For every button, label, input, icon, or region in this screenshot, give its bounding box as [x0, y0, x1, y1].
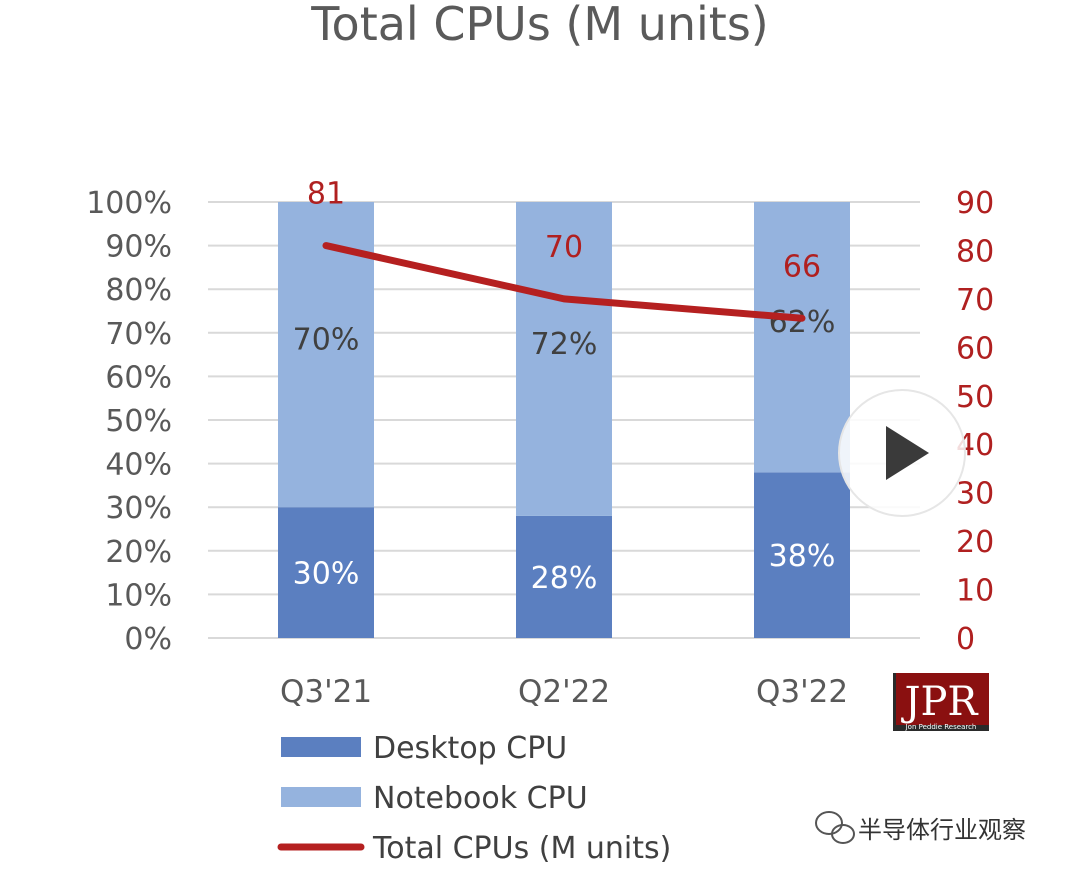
play-icon — [886, 426, 929, 480]
x-axis: Q3'21 Q2'22 Q3'22 — [280, 674, 848, 710]
total-line-path — [322, 242, 806, 322]
y-tick-left: 0% — [124, 622, 172, 657]
y-tick-right: 10 — [956, 574, 994, 609]
data-label-desktop: 38% — [769, 539, 836, 574]
y-tick-left: 30% — [105, 491, 172, 526]
x-tick-label: Q2'22 — [518, 674, 610, 710]
legend-label-notebook: Notebook CPU — [373, 781, 588, 816]
data-label-desktop: 30% — [293, 557, 360, 592]
y-tick-left: 70% — [105, 317, 172, 352]
data-label-total: 70 — [545, 230, 583, 265]
play-button[interactable] — [838, 389, 966, 517]
data-label-total: 81 — [307, 177, 345, 212]
y-tick-right: 50 — [956, 380, 994, 415]
chart-title: Total CPUs (M units) — [310, 0, 768, 51]
legend-label-desktop: Desktop CPU — [373, 731, 567, 766]
watermark-text: 半导体行业观察 — [858, 816, 1026, 844]
bar-desktop — [516, 515, 612, 638]
legend-swatch-notebook — [281, 787, 361, 807]
bar-notebook — [516, 202, 612, 516]
y-tick-right: 30 — [956, 477, 994, 512]
legend-swatch-desktop — [281, 737, 361, 757]
y-tick-right: 20 — [956, 525, 994, 560]
y-tick-left: 50% — [105, 404, 172, 439]
data-label-notebook: 72% — [531, 327, 598, 362]
bar-desktop — [278, 507, 374, 638]
legend: Desktop CPU Notebook CPU Total CPUs (M uni… — [277, 731, 671, 866]
x-tick-label: Q3'22 — [756, 674, 848, 710]
legend-label-total: Total CPUs (M units) — [372, 831, 671, 866]
bar-notebook — [754, 202, 850, 473]
y-tick-right: 60 — [956, 331, 994, 366]
jpr-logo: JPR Jon Peddie Research — [893, 673, 989, 731]
y-tick-left: 80% — [105, 273, 172, 308]
y-tick-left: 90% — [105, 230, 172, 265]
logo-subtext: Jon Peddie Research — [905, 723, 977, 731]
y-tick-left: 20% — [105, 535, 172, 570]
x-tick-label: Q3'21 — [280, 674, 372, 710]
y-tick-left: 100% — [86, 186, 172, 221]
bar-desktop — [754, 472, 850, 638]
bars: 30% 70% 28% 72% 38% 62% — [278, 202, 850, 638]
y-tick-right: 80 — [956, 234, 994, 269]
y-tick-left: 60% — [105, 360, 172, 395]
total-line: 81 70 66 — [307, 177, 821, 322]
wechat-icon — [815, 811, 855, 844]
data-label-notebook: 62% — [769, 305, 836, 340]
y-tick-left: 40% — [105, 448, 172, 483]
y-tick-left: 10% — [105, 578, 172, 613]
data-label-total: 66 — [783, 249, 821, 284]
y-tick-right: 90 — [956, 186, 994, 221]
data-label-notebook: 70% — [293, 323, 360, 358]
data-label-desktop: 28% — [531, 561, 598, 596]
y-axis-left: 0% 10% 20% 30% 40% 50% 60% 70% 80% 90% 100% — [86, 186, 172, 657]
y-tick-right: 0 — [956, 622, 975, 657]
y-tick-right: 70 — [956, 283, 994, 318]
logo-text: JPR — [900, 679, 979, 725]
watermark: 半导体行业观察 — [815, 811, 1026, 844]
